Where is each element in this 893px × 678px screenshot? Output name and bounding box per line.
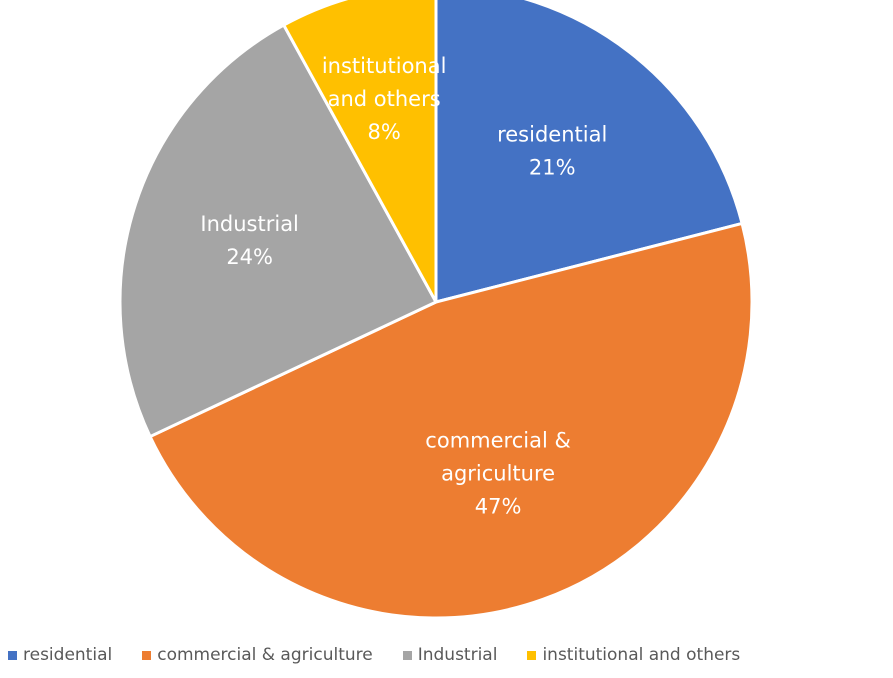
legend-label-institutional-others: institutional and others bbox=[542, 645, 741, 665]
data-label-name-commercial-agriculture: commercial & bbox=[425, 428, 571, 452]
legend-swatch-commercial-agriculture bbox=[142, 650, 152, 660]
data-label-value-institutional-others: 8% bbox=[367, 120, 400, 144]
pie-chart-svg: residential 21% commercial & agriculture 47%… bbox=[118, 0, 754, 620]
data-label-name-commercial-agriculture: agriculture bbox=[441, 461, 555, 485]
data-label-name-industrial: Industrial bbox=[200, 212, 299, 236]
data-label-value-commercial-agriculture: 47% bbox=[475, 494, 522, 518]
data-label-value-residential: 21% bbox=[529, 156, 576, 180]
data-label-value-industrial: 24% bbox=[226, 245, 273, 269]
legend-swatch-residential bbox=[8, 650, 17, 660]
legend-item-industrial: Industrial bbox=[402, 645, 498, 665]
legend: residential commercial & agriculture Ind… bbox=[8, 645, 740, 665]
legend-item-institutional-others: institutional and others bbox=[527, 645, 740, 665]
pie-slice-residential bbox=[434, 0, 744, 304]
legend-swatch-industrial bbox=[402, 650, 412, 660]
pie-slice-institutional-others bbox=[281, 0, 438, 303]
legend-item-commercial-agriculture: commercial & agriculture bbox=[142, 645, 373, 665]
data-label-industrial: Industrial 24% bbox=[200, 212, 299, 269]
legend-label-commercial-agriculture: commercial & agriculture bbox=[157, 645, 373, 665]
data-label-name-institutional-others: and others bbox=[328, 87, 441, 111]
data-label-commercial-agriculture: commercial & agriculture 47% bbox=[425, 428, 571, 518]
legend-label-industrial: Industrial bbox=[417, 645, 498, 665]
legend-swatch-institutional-others bbox=[527, 650, 537, 660]
data-label-institutional-others: institutional and others 8% bbox=[322, 54, 447, 144]
legend-label-residential: residential bbox=[23, 645, 113, 665]
data-label-residential: residential 21% bbox=[497, 123, 607, 180]
pie-slice-commercial-agriculture bbox=[148, 221, 754, 620]
data-label-name-institutional-others: institutional bbox=[322, 54, 447, 78]
data-label-name-residential: residential bbox=[497, 123, 607, 147]
pie-slice-industrial bbox=[118, 23, 439, 439]
legend-item-residential: residential bbox=[8, 645, 112, 665]
